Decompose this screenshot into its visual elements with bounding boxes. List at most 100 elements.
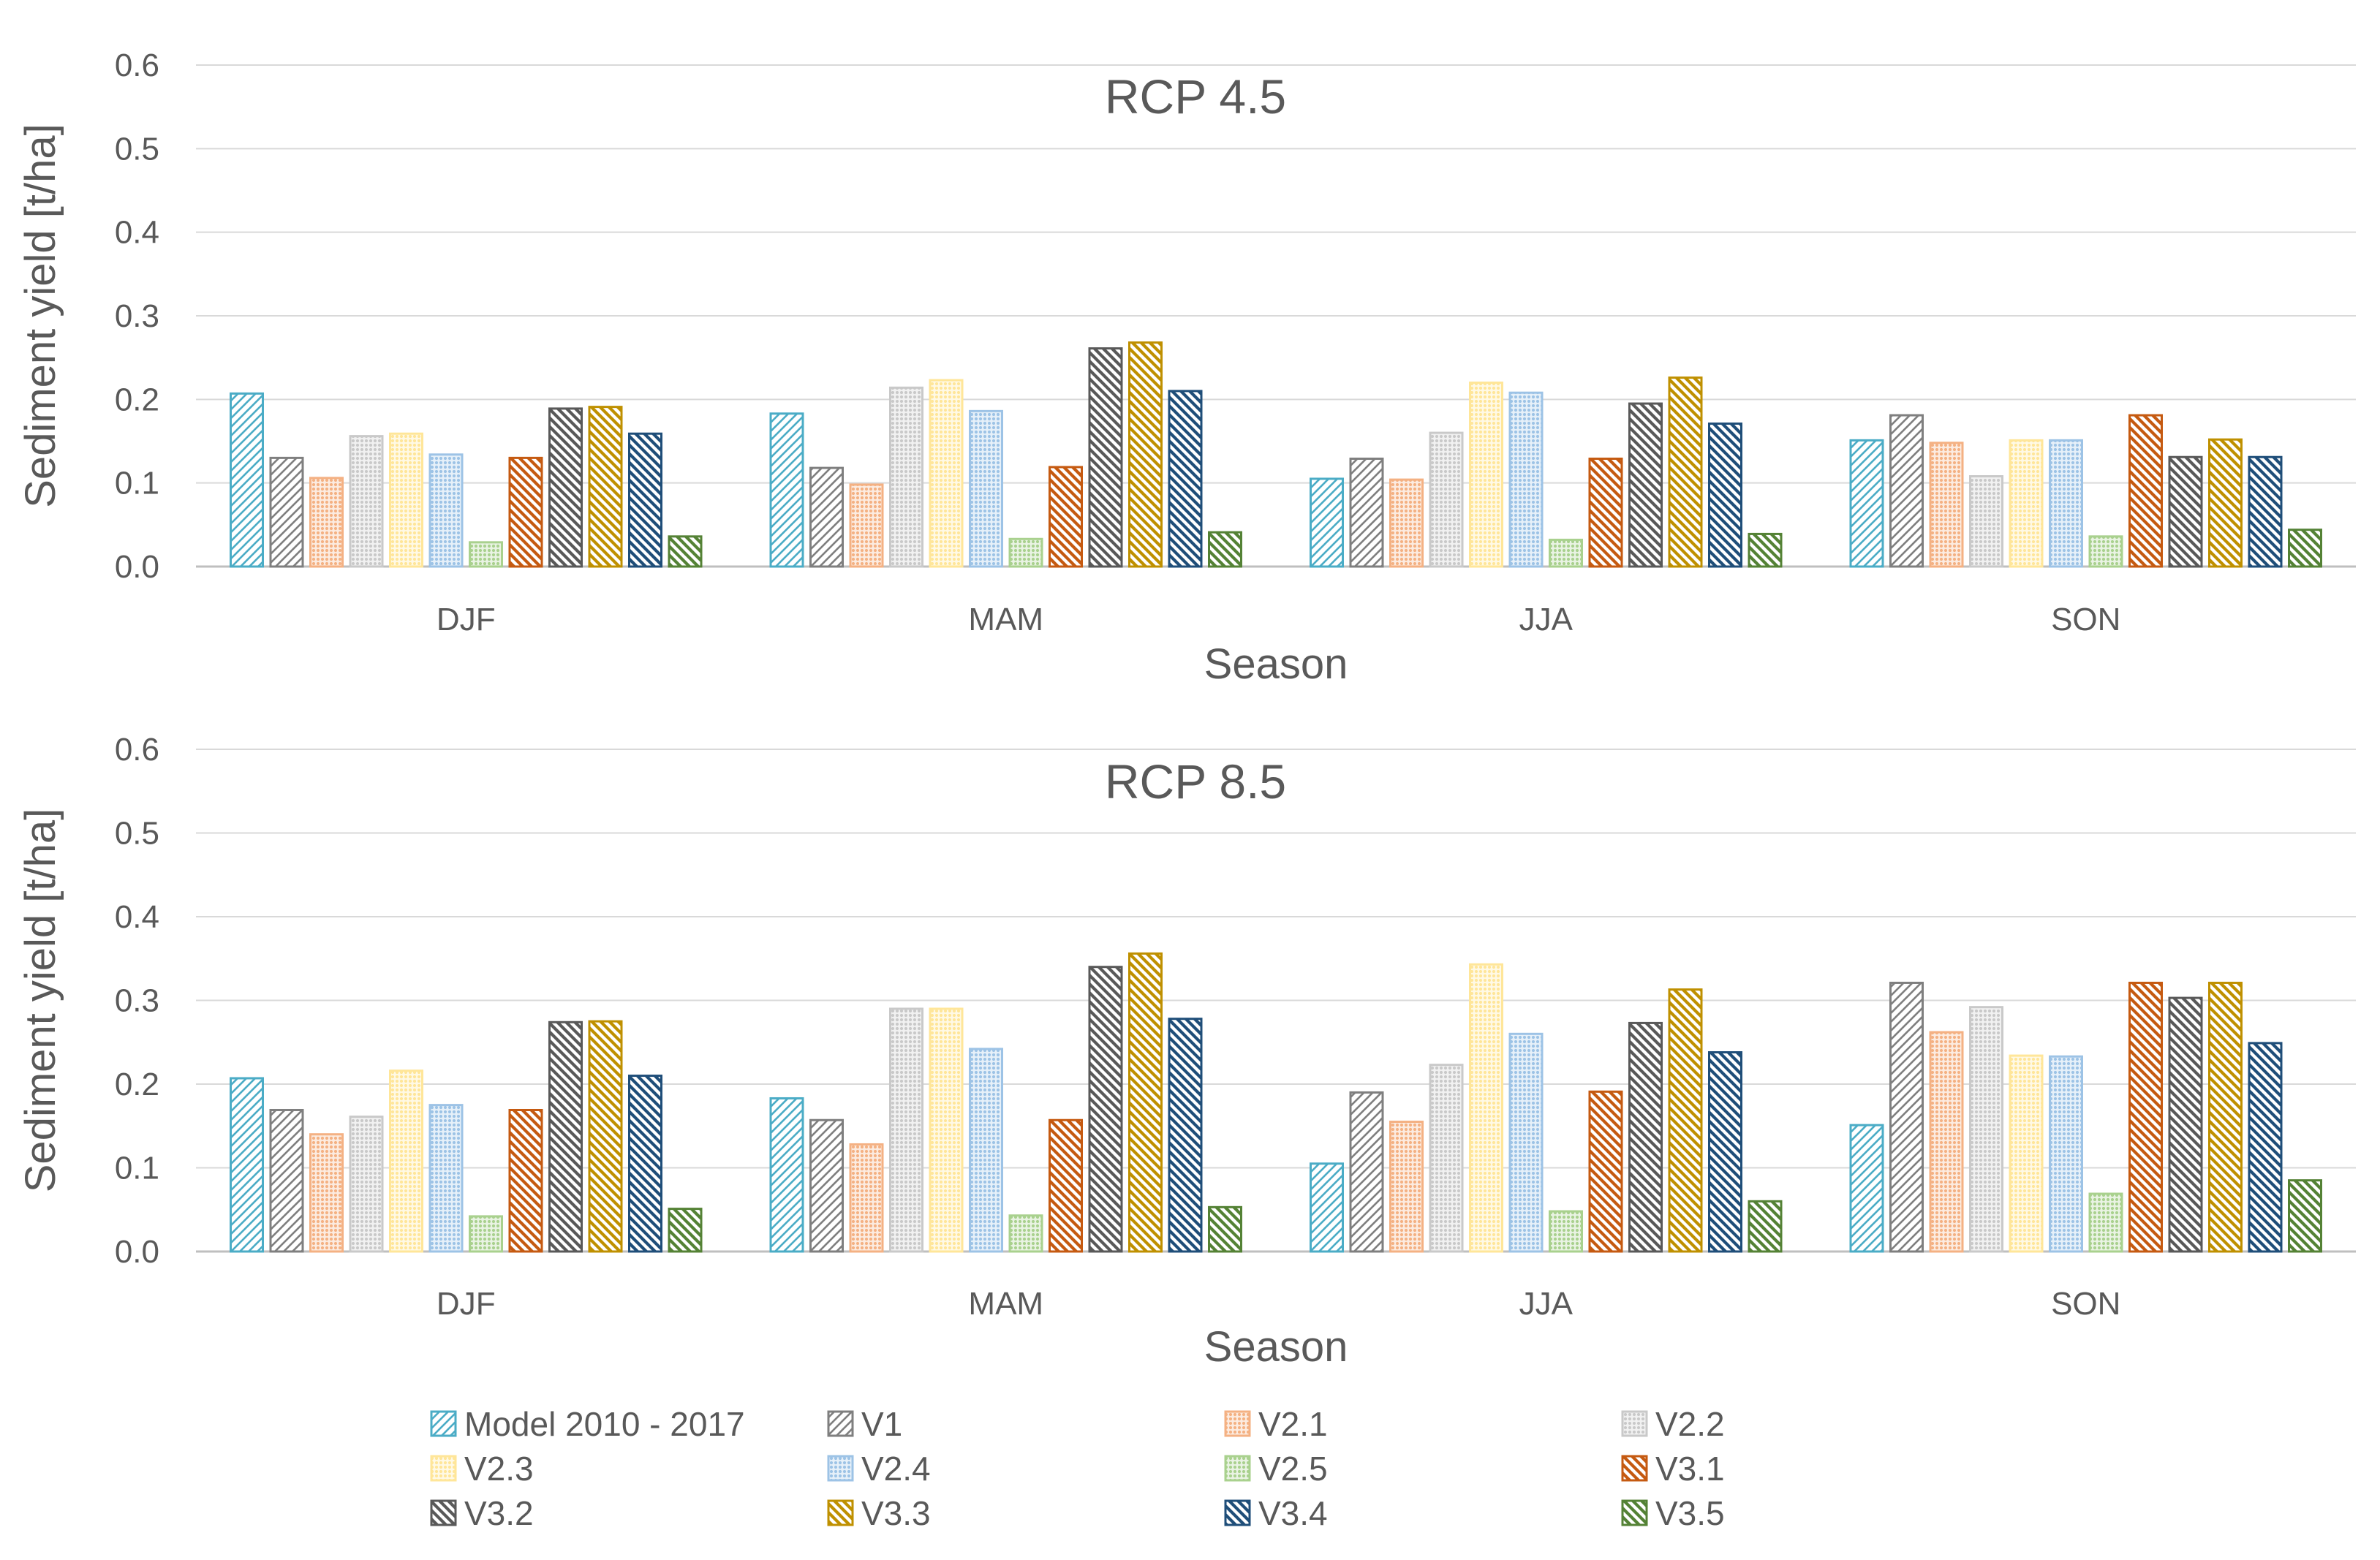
chart-title: RCP 4.5: [1105, 69, 1286, 124]
legend-swatch-v2-2: [1621, 1410, 1648, 1437]
x-tick-label: JJA: [1519, 602, 1574, 637]
y-tick-label: 0.0: [115, 1234, 159, 1270]
y-tick-label: 0.0: [115, 549, 159, 585]
bar-rcp45-mam-v3-2: [1088, 347, 1123, 568]
bar-rcp85-djf-v2-2: [349, 1116, 384, 1253]
bar-rcp45-djf-v1: [269, 456, 304, 568]
bar-rcp45-mam-v1: [809, 466, 844, 568]
bar-rcp85-jja-v3-4: [1708, 1050, 1742, 1253]
bar-rcp45-jja-v3-2: [1628, 402, 1663, 568]
y-tick-label: 0.5: [115, 816, 159, 852]
x-tick-label: JJA: [1519, 1286, 1574, 1322]
bar-rcp85-jja-v3-1: [1588, 1090, 1623, 1253]
bar-rcp45-djf-v3-5: [668, 535, 703, 568]
bar-rcp45-mam-v2-5: [1008, 537, 1043, 568]
bar-rcp85-jja-v3-5: [1748, 1200, 1783, 1253]
bar-rcp85-mam-v3-3: [1128, 952, 1163, 1253]
bar-rcp85-djf-model-2010-2017: [230, 1077, 264, 1253]
bar-rcp85-mam-v2-5: [1008, 1214, 1043, 1253]
bar-rcp45-jja-v3-5: [1748, 532, 1783, 568]
legend-swatch-v2-1: [1224, 1410, 1251, 1437]
legend-label-v3-1: V3.1: [1655, 1450, 1725, 1488]
x-tick-label: MAM: [968, 1286, 1043, 1322]
bar-rcp45-mam-v3-5: [1208, 531, 1242, 568]
y-tick-label: 0.3: [115, 298, 159, 334]
bar-rcp45-mam-v2-4: [969, 409, 1003, 568]
x-tick-label: DJF: [437, 602, 496, 637]
bar-rcp45-djf-v3-2: [548, 407, 583, 568]
bar-rcp45-jja-v2-4: [1508, 391, 1544, 568]
x-axis-title: Season: [1204, 1323, 1348, 1371]
y-tick-label: 0.5: [115, 131, 159, 167]
bar-rcp45-jja-v2-3: [1469, 381, 1503, 568]
legend-label-v3-5: V3.5: [1655, 1494, 1725, 1532]
bar-rcp45-son-v3-1: [2128, 414, 2163, 568]
legend-label-model-2010-2017: Model 2010 - 2017: [464, 1405, 745, 1443]
bar-rcp85-son-v3-2: [2168, 996, 2203, 1253]
bar-rcp45-djf-v3-3: [588, 406, 623, 568]
y-tick-label: 0.4: [115, 899, 159, 935]
y-tick-label: 0.2: [115, 382, 159, 417]
legend-label-v1: V1: [861, 1405, 902, 1443]
y-tick-label: 0.6: [115, 48, 159, 83]
y-axis-title: Sediment yield [t/ha]: [17, 809, 64, 1193]
x-axis-title: Season: [1204, 640, 1348, 688]
bar-rcp45-jja-v3-4: [1708, 422, 1742, 568]
bar-rcp85-son-v1: [1889, 981, 1924, 1253]
bar-rcp45-son-v2-4: [2049, 439, 2083, 568]
bar-rcp85-son-model-2010-2017: [1849, 1124, 1884, 1253]
bar-rcp45-djf-v2-3: [389, 432, 423, 568]
legend-label-v2-2: V2.2: [1655, 1405, 1725, 1443]
bar-rcp85-djf-v2-4: [428, 1104, 464, 1253]
bar-rcp85-jja-v3-2: [1628, 1021, 1663, 1253]
legend-swatch-v2-3: [430, 1455, 457, 1482]
y-tick-label: 0.6: [115, 732, 159, 768]
legend-label-v3-3: V3.3: [861, 1494, 931, 1532]
bar-rcp45-son-v1: [1889, 414, 1924, 568]
bar-rcp45-djf-model-2010-2017: [230, 392, 264, 568]
bar-rcp85-mam-v3-4: [1168, 1018, 1203, 1253]
bar-rcp85-mam-v3-2: [1088, 966, 1123, 1253]
bar-rcp85-djf-v2-5: [469, 1215, 503, 1253]
legend: Model 2010 - 2017 V1 V2.1 V2.2 V2.3 V2.4 V2.5 V…: [430, 1405, 1725, 1532]
bar-rcp85-son-v2-4: [2049, 1055, 2083, 1253]
bar-rcp85-jja-v3-3: [1668, 988, 1703, 1253]
legend-swatch-v3-3: [827, 1499, 854, 1526]
legend-swatch-v2-4: [827, 1455, 854, 1482]
bar-rcp85-son-v3-3: [2208, 981, 2243, 1253]
bar-rcp85-mam-model-2010-2017: [769, 1097, 804, 1253]
bar-rcp45-jja-v3-1: [1588, 458, 1623, 568]
bar-rcp85-mam-v2-2: [889, 1007, 923, 1253]
bar-rcp45-son-v3-5: [2288, 529, 2322, 568]
bar-rcp45-mam-v2-1: [849, 483, 884, 568]
bar-rcp45-mam-v3-1: [1049, 466, 1083, 568]
legend-label-v2-1: V2.1: [1258, 1405, 1328, 1443]
legend-label-v3-4: V3.4: [1258, 1494, 1328, 1532]
bar-rcp45-mam-model-2010-2017: [769, 412, 804, 568]
bar-rcp45-djf-v2-2: [349, 435, 384, 568]
legend-swatch-v3-5: [1621, 1499, 1648, 1526]
bar-rcp45-son-v3-2: [2168, 455, 2203, 568]
bar-rcp85-jja-v2-1: [1389, 1121, 1424, 1253]
bar-rcp85-jja-v2-2: [1429, 1064, 1464, 1253]
legend-swatch-model-2010-2017: [430, 1410, 457, 1437]
legend-swatch-v3-2: [430, 1499, 457, 1526]
bar-rcp45-mam-v2-2: [889, 386, 923, 568]
bar-rcp85-djf-v2-1: [309, 1133, 344, 1253]
y-tick-label: 0.1: [115, 466, 159, 501]
x-tick-label: MAM: [968, 602, 1043, 637]
legend-swatch-v1: [827, 1410, 854, 1437]
bar-rcp85-jja-v2-3: [1469, 963, 1503, 1253]
bar-rcp85-djf-v3-2: [548, 1021, 583, 1253]
bar-rcp45-jja-v1: [1349, 458, 1384, 568]
bar-rcp45-djf-v2-4: [428, 453, 464, 568]
y-tick-label: 0.2: [115, 1067, 159, 1102]
bar-rcp45-djf-v3-1: [508, 456, 543, 568]
bar-rcp85-son-v3-1: [2128, 981, 2163, 1253]
bar-rcp85-mam-v2-3: [929, 1007, 964, 1253]
bar-rcp45-son-v2-5: [2088, 535, 2123, 568]
bar-rcp85-son-v2-5: [2088, 1192, 2123, 1253]
bar-rcp45-djf-v2-1: [309, 477, 344, 568]
bar-rcp85-jja-v2-5: [1549, 1210, 1583, 1253]
